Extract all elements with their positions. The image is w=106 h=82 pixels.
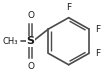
Text: O: O — [27, 11, 34, 20]
Text: CH₃: CH₃ — [3, 37, 18, 46]
Text: O: O — [27, 62, 34, 71]
Text: F: F — [66, 3, 71, 12]
Text: F: F — [95, 25, 100, 34]
Text: F: F — [95, 49, 100, 58]
Text: S: S — [26, 36, 35, 46]
